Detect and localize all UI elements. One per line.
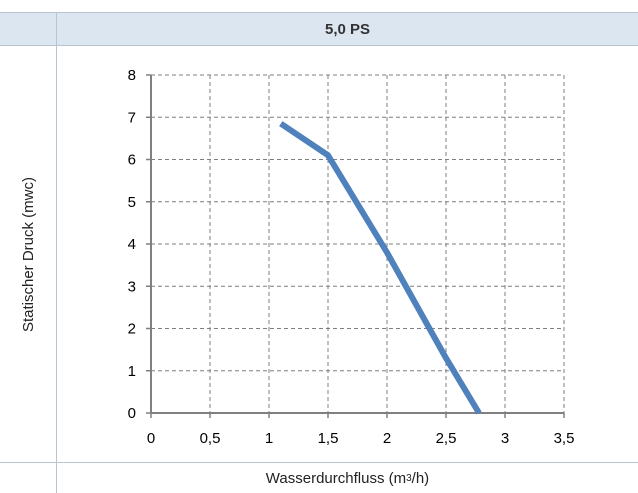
x-tick-label: 0,5 <box>200 430 221 447</box>
header-left-cell <box>0 13 57 45</box>
x-axis-label: Wasserdurchfluss (m 3/h) <box>57 463 638 493</box>
footer-left-cell <box>0 463 57 493</box>
y-tick-label: 3 <box>128 278 136 295</box>
plot-area: 0 1 2 3 4 5 6 7 8 0 0,5 1 1,5 2 2,5 3 3,5 <box>128 67 575 447</box>
chart-header: 5,0 PS <box>0 12 638 46</box>
x-tick-label: 2 <box>383 430 391 447</box>
y-tick-label: 0 <box>128 405 136 422</box>
x-tick-label: 0 <box>147 430 155 447</box>
y-tick-label: 8 <box>128 67 136 84</box>
x-axis-label-main: Wasserdurchfluss (m <box>265 469 407 487</box>
y-tick-label: 4 <box>128 236 136 253</box>
x-tick-label: 2,5 <box>436 430 457 447</box>
x-tick-label: 3,5 <box>554 430 575 447</box>
y-tick-label: 1 <box>128 363 136 380</box>
y-axis-label-cell <box>0 46 57 462</box>
chart-footer: Wasserdurchfluss (m 3/h) <box>0 462 638 493</box>
y-tick-label: 7 <box>128 109 136 126</box>
y-tick-label: 2 <box>128 321 136 338</box>
chart-title: 5,0 PS <box>324 20 371 38</box>
y-tick-label: 6 <box>128 152 136 169</box>
x-tick-label: 1,5 <box>318 430 339 447</box>
series-line <box>279 121 482 415</box>
y-axis-label: Statischer Druck (mwc) <box>20 176 37 332</box>
x-axis-label-sup: 3 <box>406 472 412 484</box>
y-axis-label-wrap: Statischer Druck (mwc) <box>0 46 57 462</box>
x-tick-label: 1 <box>265 430 273 447</box>
x-tick-label: 3 <box>501 430 509 447</box>
y-tick-label: 5 <box>128 194 136 211</box>
x-axis-label-end: /h) <box>411 469 430 487</box>
